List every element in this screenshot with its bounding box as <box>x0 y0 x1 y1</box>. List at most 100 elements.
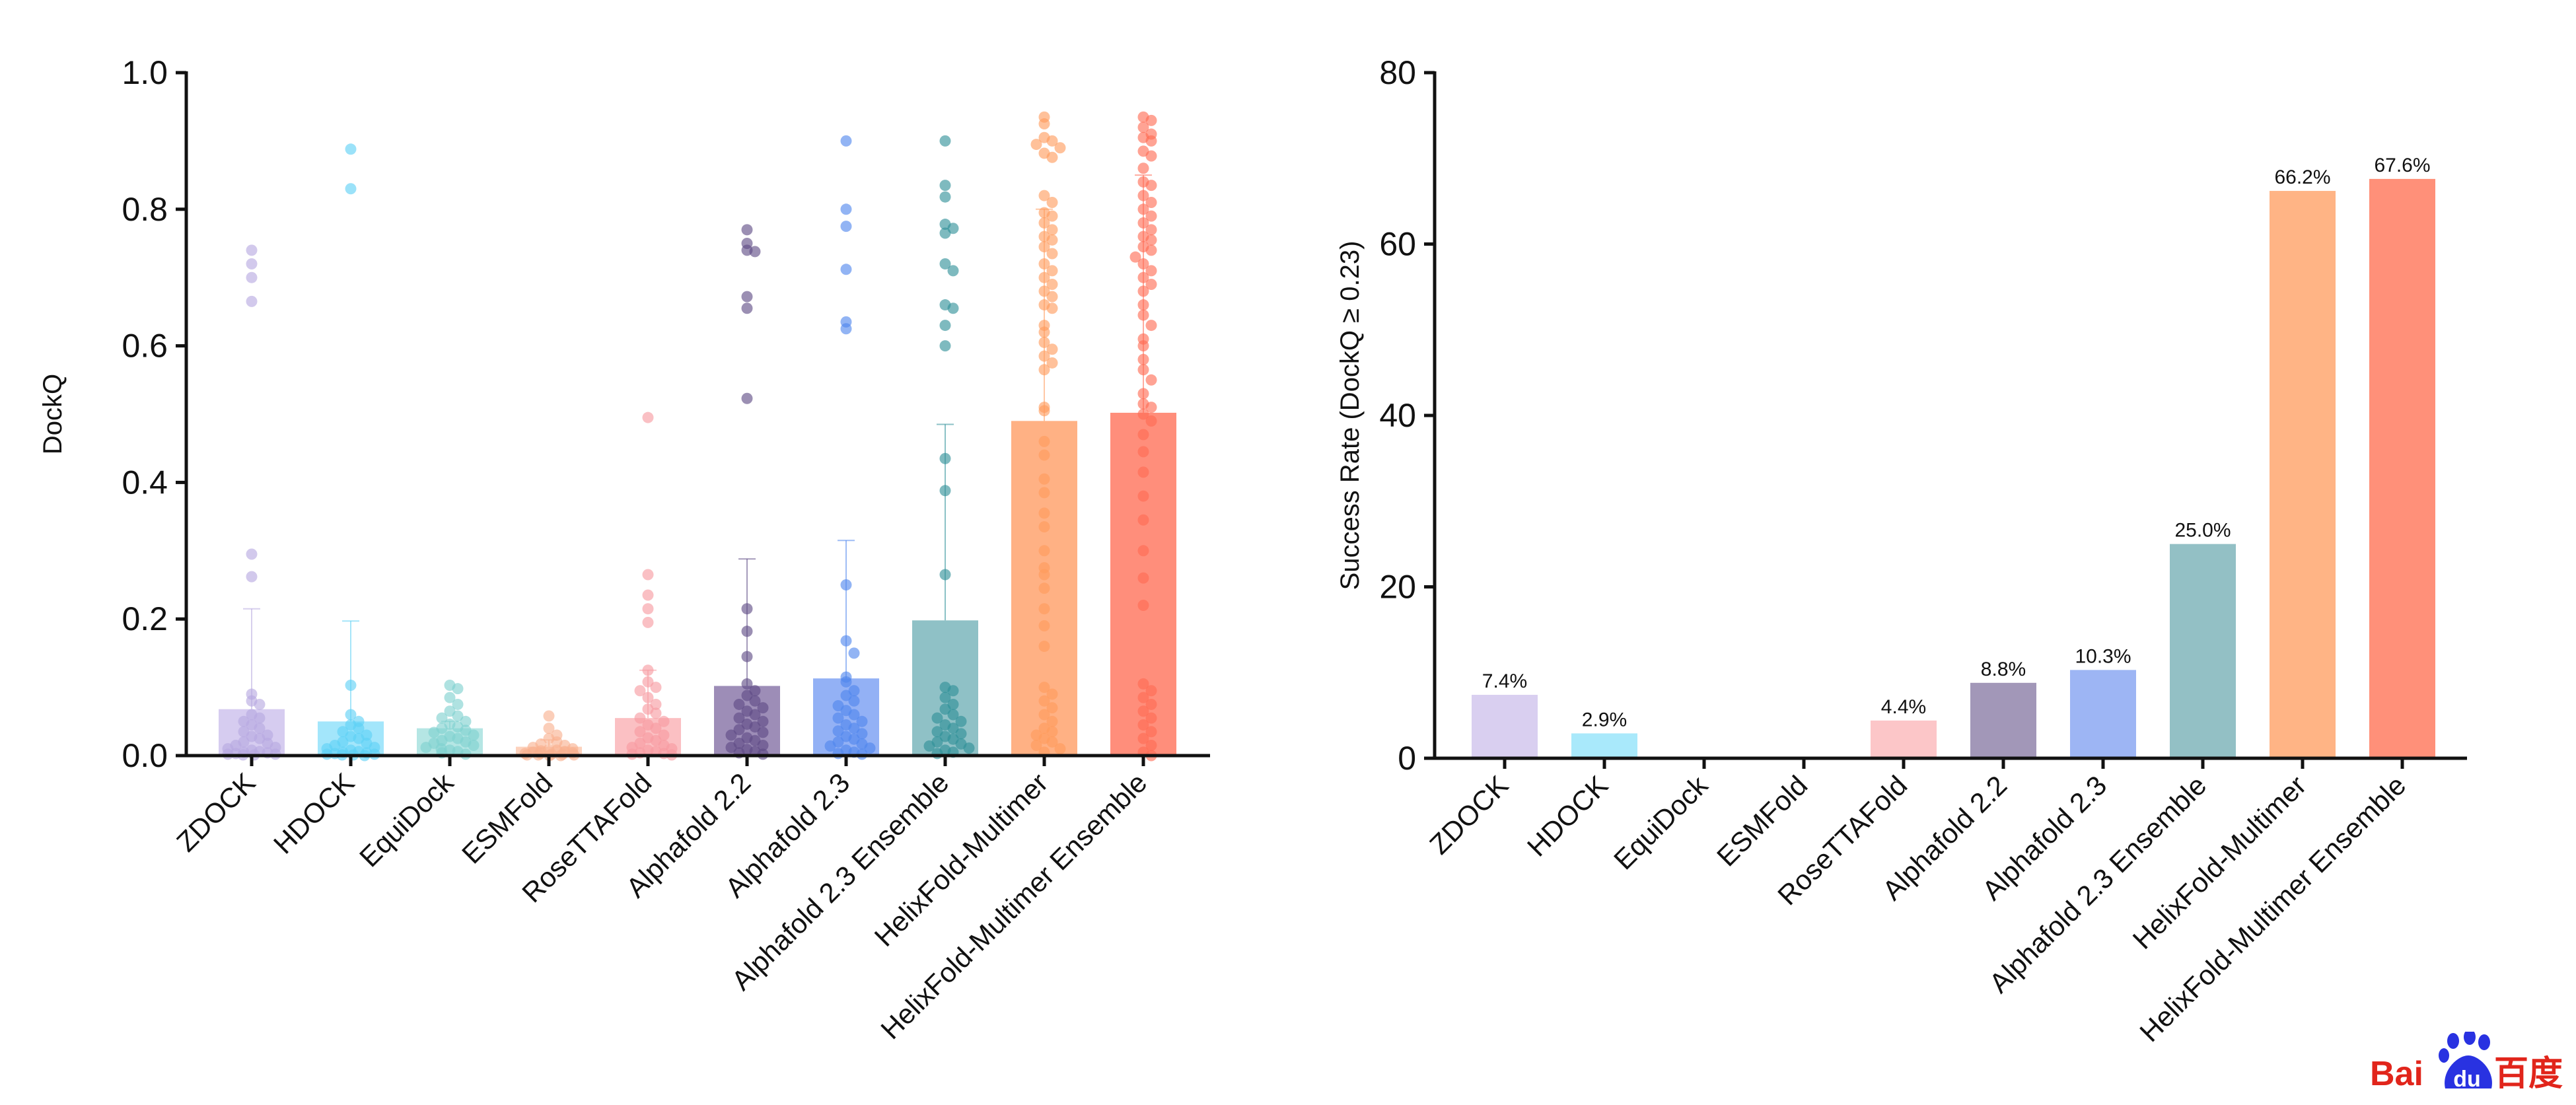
dockq-chart: 0.0 0.2 0.4 0.6 0.8 1.0 ZDOCK HDOCKEquiDockESMF… <box>38 54 1210 1045</box>
data-point-10-53 <box>1137 705 1149 717</box>
data-point-8-33 <box>963 742 975 754</box>
y-tick-label-5: 0.8 <box>122 191 168 228</box>
data-point-9-39 <box>1038 487 1050 499</box>
bar-5 <box>1871 720 1937 758</box>
data-point-5-15 <box>658 715 670 727</box>
x-tick-label-4: ESMFold <box>1711 769 1813 872</box>
data-point-6-18 <box>749 709 761 721</box>
data-point-10-26 <box>1145 279 1157 291</box>
data-point-6-4 <box>749 246 761 258</box>
data-point-9-16 <box>1046 234 1058 246</box>
bar-9 <box>2270 191 2336 758</box>
data-point-6-8 <box>741 603 753 615</box>
data-point-9-13 <box>1038 217 1050 229</box>
data-point-10-33 <box>1137 353 1149 365</box>
data-point-2-1 <box>345 143 357 155</box>
data-label-2: 2.9% <box>1582 709 1627 731</box>
data-point-10-15 <box>1145 210 1157 222</box>
x-tick-label-9: HelixFold-Multimer <box>2127 769 2312 955</box>
data-point-9-12 <box>1046 210 1058 222</box>
data-point-10-13 <box>1145 196 1157 208</box>
data-point-1-1 <box>246 244 258 256</box>
data-point-9-20 <box>1046 265 1058 277</box>
data-point-9-54 <box>1046 715 1058 727</box>
data-point-10-9 <box>1137 162 1149 174</box>
data-point-6-13 <box>741 690 753 701</box>
data-point-9-53 <box>1038 709 1050 721</box>
data-point-10-30 <box>1145 320 1157 332</box>
data-point-9-37 <box>1038 449 1050 461</box>
y-tick-label-3: 0.4 <box>122 464 168 501</box>
data-point-7-2 <box>840 203 852 215</box>
data-point-7-32 <box>832 748 844 760</box>
data-point-1-11 <box>254 712 266 724</box>
data-point-9-33 <box>1038 364 1050 376</box>
data-point-7-13 <box>840 690 852 701</box>
data-point-10-55 <box>1137 719 1149 731</box>
data-point-1-5 <box>246 548 258 560</box>
data-point-9-17 <box>1038 241 1050 253</box>
data-point-7-19 <box>856 715 868 727</box>
data-point-6-16 <box>757 702 769 714</box>
data-point-2-7 <box>353 723 365 734</box>
x-tick-label-1: ZDOCK <box>1423 769 1514 860</box>
data-point-8-18 <box>939 692 951 703</box>
data-point-5-5 <box>642 616 654 628</box>
data-point-9-46 <box>1038 603 1050 615</box>
data-point-7-23 <box>856 728 868 740</box>
data-point-10-12 <box>1137 190 1149 201</box>
data-point-7-14 <box>848 695 860 707</box>
data-point-5-13 <box>650 707 662 719</box>
data-point-10-44 <box>1137 490 1149 502</box>
data-point-10-24 <box>1145 265 1157 277</box>
data-point-5-4 <box>642 603 654 615</box>
data-point-10-21 <box>1145 244 1157 256</box>
data-point-8-8 <box>947 265 959 277</box>
data-point-6-25 <box>725 729 737 741</box>
data-point-10-2 <box>1145 114 1157 126</box>
data-point-9-9 <box>1038 190 1050 201</box>
data-point-6-24 <box>757 727 769 738</box>
y-axis-title: DockQ <box>38 374 67 454</box>
data-label-5: 4.4% <box>1881 696 1926 718</box>
data-point-8-36 <box>931 748 943 760</box>
data-point-10-23 <box>1137 258 1149 270</box>
data-point-9-31 <box>1038 350 1050 362</box>
data-point-9-6 <box>1054 142 1066 154</box>
data-point-1-3 <box>246 271 258 283</box>
data-point-10-38 <box>1145 402 1157 413</box>
data-point-1-14 <box>254 723 266 734</box>
data-point-10-40 <box>1145 415 1157 427</box>
data-point-8-22 <box>931 712 943 724</box>
data-point-3-2 <box>452 683 464 695</box>
data-point-6-14 <box>749 695 761 707</box>
data-point-5-3 <box>642 589 654 601</box>
y-tick-label-2: 0.2 <box>122 600 168 637</box>
data-label-10: 67.6% <box>2374 155 2430 176</box>
data-point-5-19 <box>658 729 670 741</box>
data-point-6-9 <box>741 625 753 637</box>
data-point-9-41 <box>1038 521 1050 533</box>
data-point-6-20 <box>757 715 769 727</box>
data-point-6-23 <box>733 724 745 736</box>
data-point-7-28 <box>824 740 836 752</box>
data-point-9-22 <box>1046 279 1058 291</box>
data-point-10-8 <box>1145 150 1157 162</box>
data-point-6-5 <box>741 291 753 303</box>
data-point-10-28 <box>1137 299 1149 311</box>
data-point-6-1 <box>741 224 753 236</box>
data-point-9-52 <box>1046 702 1058 714</box>
data-point-6-11 <box>741 678 753 690</box>
data-point-9-32 <box>1046 357 1058 369</box>
data-point-8-2 <box>939 180 951 192</box>
data-point-3-6 <box>452 710 464 722</box>
data-point-8-10 <box>947 303 959 314</box>
data-point-9-47 <box>1038 620 1050 632</box>
data-point-7-11 <box>840 676 852 688</box>
data-point-9-29 <box>1038 336 1050 348</box>
data-point-8-21 <box>947 709 959 721</box>
data-point-10-52 <box>1145 698 1157 710</box>
data-point-6-22 <box>749 721 761 733</box>
data-point-10-49 <box>1137 678 1149 690</box>
data-point-9-51 <box>1038 695 1050 707</box>
